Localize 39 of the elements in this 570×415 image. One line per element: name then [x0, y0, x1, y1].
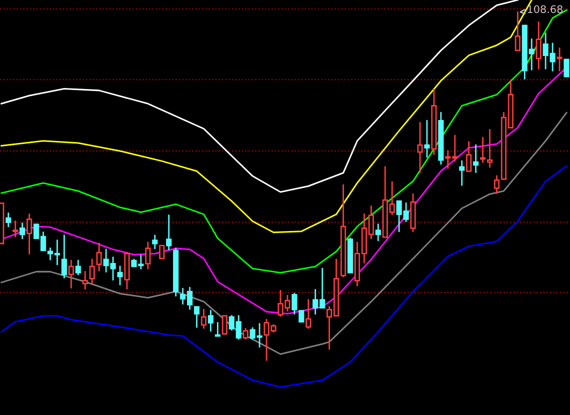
candlestick — [152, 234, 158, 250]
candlestick — [145, 242, 151, 270]
candlestick — [424, 120, 430, 158]
candlestick — [375, 224, 381, 242]
candlestick — [159, 244, 165, 260]
candlestick — [173, 248, 179, 296]
candlestick — [194, 306, 200, 328]
candlestick — [12, 220, 18, 238]
candlestick — [486, 129, 493, 168]
candlestick — [340, 184, 346, 278]
candlestick — [242, 328, 248, 340]
candlestick — [6, 212, 12, 228]
candlestick — [68, 260, 74, 288]
candlestick — [536, 22, 542, 70]
candlestick — [556, 48, 562, 72]
candlestick — [417, 122, 423, 173]
candlestick — [564, 58, 570, 78]
candlestick — [214, 322, 220, 337]
candlestick — [466, 141, 472, 172]
candlestick — [20, 222, 26, 239]
candlestick — [208, 310, 214, 332]
candlestick — [459, 160, 465, 186]
candlestick — [96, 242, 102, 272]
candlestick — [166, 214, 172, 250]
candlestick — [200, 308, 207, 329]
candlestick — [0, 202, 4, 244]
candlestick — [222, 315, 228, 335]
candlestick — [306, 299, 312, 329]
candlestick — [438, 112, 444, 165]
candlestick — [480, 137, 486, 163]
candlestick — [26, 214, 32, 254]
candlestick — [347, 238, 354, 274]
candlestick — [514, 11, 520, 52]
candlestick — [61, 234, 67, 278]
candlestick — [82, 270, 88, 290]
annotation: 108.68 — [528, 5, 562, 14]
candlestick — [473, 144, 479, 173]
candlestick — [75, 260, 81, 276]
candlestick — [89, 258, 95, 284]
